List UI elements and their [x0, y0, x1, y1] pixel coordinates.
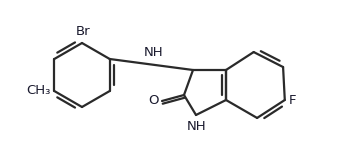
Text: NH: NH — [187, 120, 207, 133]
Text: NH: NH — [144, 46, 163, 59]
Text: F: F — [289, 94, 296, 106]
Text: Br: Br — [76, 25, 90, 38]
Text: O: O — [148, 95, 159, 108]
Text: CH₃: CH₃ — [26, 84, 50, 97]
